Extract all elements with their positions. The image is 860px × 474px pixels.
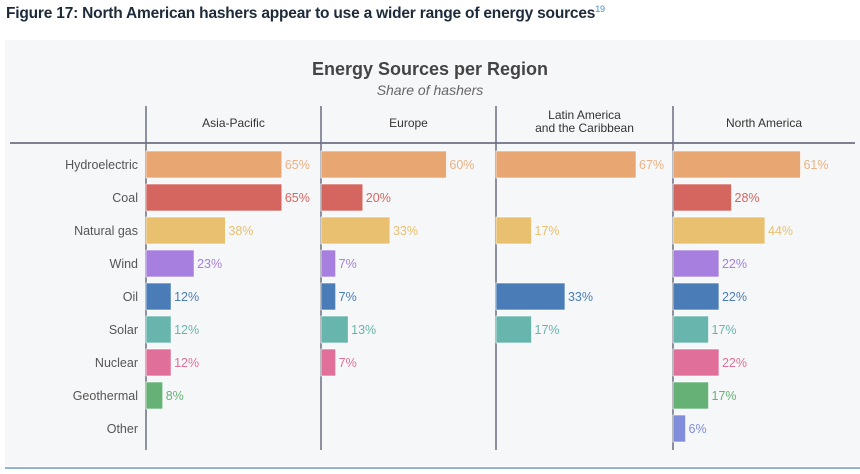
category-label: Geothermal [73, 389, 138, 403]
data-label: 23% [197, 257, 222, 271]
bar-wind [145, 249, 195, 278]
panel-header: Europe [389, 116, 428, 130]
data-label: 17% [535, 224, 560, 238]
data-label: 12% [174, 323, 199, 337]
bar-solar [495, 315, 532, 344]
category-label: Wind [110, 257, 139, 271]
data-label: 12% [174, 290, 199, 304]
data-label: 7% [339, 257, 357, 271]
data-label: 65% [285, 191, 310, 205]
bar-hydroelectric [145, 150, 283, 179]
bar-natural-gas [320, 216, 391, 245]
category-label: Oil [123, 290, 138, 304]
category-label: Natural gas [74, 224, 138, 238]
category-label: Hydroelectric [65, 158, 138, 172]
bar-hydroelectric [495, 150, 637, 179]
bar-nuclear [320, 348, 336, 377]
category-label: Coal [112, 191, 138, 205]
chart-title: Energy Sources per Region [311, 59, 549, 79]
bar-geothermal [672, 381, 709, 410]
data-label: 33% [568, 290, 593, 304]
category-label: Other [107, 422, 138, 436]
data-label: 12% [174, 356, 199, 370]
bar-solar [145, 315, 172, 344]
bar-oil [145, 282, 172, 311]
data-label: 17% [535, 323, 560, 337]
bar-natural-gas [145, 216, 226, 245]
panel-header: North America [726, 116, 802, 130]
data-label: 28% [735, 191, 760, 205]
data-label: 8% [166, 389, 184, 403]
data-label: 38% [228, 224, 253, 238]
bar-oil [320, 282, 336, 311]
bar-coal [145, 183, 283, 212]
bar-natural-gas [672, 216, 766, 245]
data-label: 67% [639, 158, 664, 172]
bar-solar [672, 315, 709, 344]
data-label: 20% [366, 191, 391, 205]
data-label: 60% [449, 158, 474, 172]
data-label: 6% [689, 422, 707, 436]
bar-hydroelectric [320, 150, 447, 179]
bar-hydroelectric [672, 150, 801, 179]
chart-subtitle: Share of hashers [376, 82, 484, 98]
figure-title: Figure 17: North American hashers appear… [6, 4, 605, 23]
data-label: 65% [285, 158, 310, 172]
bottom-divider [5, 467, 860, 469]
data-label: 7% [339, 290, 357, 304]
bar-coal [672, 183, 732, 212]
data-label: 17% [712, 389, 737, 403]
category-label: Nuclear [95, 356, 138, 370]
bar-oil [672, 282, 720, 311]
bar-oil [495, 282, 566, 311]
data-label: 44% [768, 224, 793, 238]
category-label: Solar [109, 323, 138, 337]
data-label: 61% [803, 158, 828, 172]
data-label: 17% [712, 323, 737, 337]
bar-coal [320, 183, 364, 212]
data-label: 22% [722, 257, 747, 271]
bar-wind [320, 249, 336, 278]
bar-other [672, 414, 686, 443]
panel-header: Asia-Pacific [202, 116, 265, 130]
bar-natural-gas [495, 216, 532, 245]
figure-title-text: Figure 17: North American hashers appear… [6, 5, 596, 23]
data-label: 22% [722, 290, 747, 304]
bar-solar [320, 315, 349, 344]
bar-geothermal [145, 381, 164, 410]
panel-header: Latin America and the Caribbean [535, 108, 634, 135]
footnote-ref[interactable]: 19 [595, 4, 605, 14]
bar-nuclear [145, 348, 172, 377]
data-label: 33% [393, 224, 418, 238]
data-label: 7% [339, 356, 357, 370]
bar-wind [672, 249, 720, 278]
data-label: 22% [722, 356, 747, 370]
data-label: 13% [351, 323, 376, 337]
bar-nuclear [672, 348, 720, 377]
